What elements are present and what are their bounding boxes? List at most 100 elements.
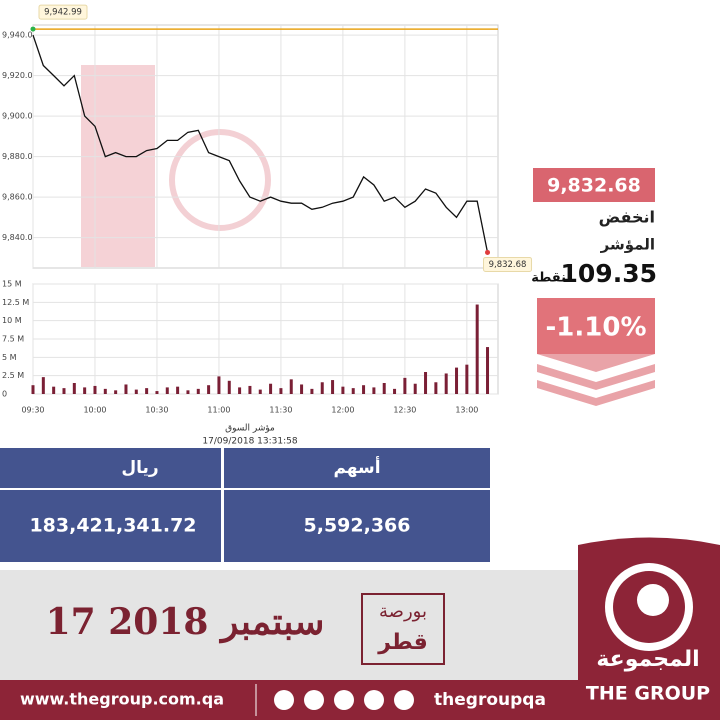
volume-bar (186, 390, 190, 394)
y-tick-label: 2.5 M (2, 371, 24, 380)
annotation-box (38, 4, 88, 20)
volume-bar (434, 382, 438, 394)
volume-bar (155, 391, 159, 394)
annotation-label: 9,832.68 (489, 260, 527, 270)
handle: thegroupqa (434, 690, 546, 710)
volume-bar (41, 377, 45, 394)
change-points: 109.35 (561, 259, 657, 288)
volume-bar (248, 385, 252, 394)
x-tick-label: 12:00 (331, 406, 354, 415)
y-tick-label: 0 (2, 390, 7, 399)
volume-bar (372, 387, 376, 394)
y-tick-label: 9,860.0 (2, 193, 33, 202)
x-tick-label: 12:30 (393, 406, 416, 415)
table-cell (224, 490, 490, 562)
volume-bar (424, 372, 428, 394)
instagram-icon[interactable] (334, 690, 354, 710)
y-tick-label: 5 M (2, 353, 17, 362)
volume-bar (382, 383, 386, 394)
table-header-cell (224, 448, 490, 488)
volume-bar (103, 388, 107, 394)
x-axis-title: مؤشر السوق (225, 424, 275, 434)
y-tick-label: 9,880.0 (2, 152, 33, 161)
y-tick-label: 10 M (2, 316, 22, 325)
volume-bar (258, 389, 262, 394)
pinterest-icon[interactable] (364, 690, 384, 710)
direction: انخفض (599, 208, 655, 227)
y-tick-label: 12.5 M (2, 298, 29, 307)
volume-bar (134, 389, 138, 394)
volume-bar (165, 387, 169, 394)
volume-bar (393, 388, 397, 394)
volume-bar (279, 388, 283, 394)
table-cell (0, 490, 221, 562)
volume-bar (455, 367, 459, 394)
annotation-box (483, 256, 533, 272)
table-header: أسهم (333, 456, 380, 478)
annotation-dot (485, 249, 491, 255)
x-tick-label: 13:00 (455, 406, 478, 415)
volume-bar (227, 380, 231, 394)
index-line (32, 34, 489, 253)
close-box (533, 168, 655, 202)
volume-bar (114, 390, 118, 394)
volume-bar (52, 386, 56, 394)
table-header-cell (0, 448, 221, 488)
volume-bar (341, 386, 345, 394)
volume-bar (196, 388, 200, 394)
y-tick-label: 9,920.0 (2, 71, 33, 80)
close-value: 9,832.68 (547, 175, 641, 197)
volume-bar (362, 385, 366, 394)
website: www.thegroup.com.qa (20, 690, 224, 709)
x-tick-label: 11:00 (207, 406, 230, 415)
index-label: المؤشر (600, 236, 655, 254)
youtube-icon[interactable] (394, 690, 414, 710)
volume-bar (93, 385, 97, 394)
date: 17 سبتمبر 2018 (46, 601, 325, 644)
volume-bar (300, 384, 304, 394)
volume-bar (238, 387, 242, 394)
volume-bar (83, 387, 87, 394)
y-tick-label: 7.5 M (2, 335, 24, 344)
volume-bar (124, 384, 128, 394)
volume-bar (465, 364, 469, 394)
volume-bar (310, 388, 314, 394)
y-tick-label: 9,900.0 (2, 112, 33, 121)
percent-change: -1.10% (546, 313, 647, 343)
volume-bar (145, 388, 149, 394)
brand-logo-mark (637, 584, 669, 616)
table-value: 183,421,341.72 (29, 515, 196, 537)
volume-bar (207, 385, 211, 394)
brand-ar: المجموعة (596, 647, 699, 672)
volume-bar (475, 304, 479, 394)
volume-bar (331, 380, 335, 394)
y-tick-label: 9,940.0 (2, 31, 33, 40)
percent-box (537, 298, 655, 354)
volume-bar (269, 383, 273, 394)
brand-en: THE GROUP (586, 683, 710, 705)
facebook-icon[interactable] (304, 690, 324, 710)
highlight-band (81, 65, 155, 267)
social-icons (274, 690, 414, 710)
volume-bar (413, 383, 417, 394)
chevrons (537, 354, 655, 406)
volume-bar (176, 386, 180, 394)
annotation-dot (30, 26, 36, 32)
change-unit: نقطة (531, 271, 566, 286)
twitter-icon[interactable] (274, 690, 294, 710)
volume-bar (31, 385, 35, 394)
volume-bar (444, 373, 448, 394)
table-header: ريال (121, 458, 158, 478)
volume-bar (320, 382, 324, 394)
exchange-bottom: قطر (377, 630, 428, 655)
volume-bar (351, 388, 355, 394)
volume-bar (403, 377, 407, 394)
y-tick-label: 9,840.0 (2, 233, 33, 242)
exchange-frame (361, 593, 445, 665)
watermark-logo (169, 129, 271, 231)
exchange-top: بورصة (379, 601, 427, 622)
volume-bar (486, 347, 490, 394)
x-tick-label: 10:30 (145, 406, 168, 415)
x-tick-label: 10:00 (83, 406, 106, 415)
